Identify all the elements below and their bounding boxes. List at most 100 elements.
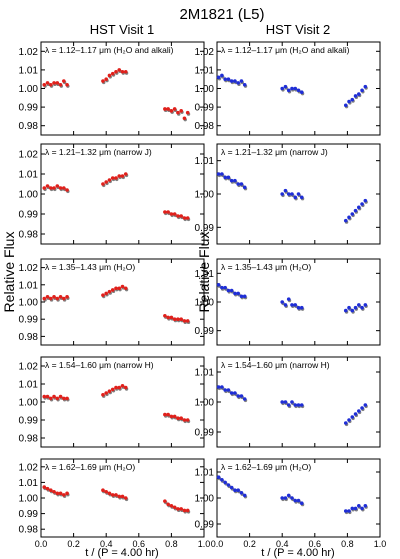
data-point [42,82,47,87]
y-tick-label: 1.02 [19,462,39,473]
data-point [52,295,56,299]
data-point [58,186,63,190]
data-point [233,391,237,395]
data-point [283,188,288,193]
x-axis-label-right: t / (P = 4.00 hr) [261,547,334,559]
data-point [236,182,240,186]
data-point [363,403,368,407]
data-point [347,418,351,422]
data-point [350,415,355,419]
data-point [120,384,125,388]
y-tick-label: 1.00 [195,398,215,409]
data-point [114,385,118,390]
data-point [296,88,301,93]
data-point [114,176,118,180]
data-point [233,291,237,296]
data-point [280,192,285,196]
data-point [52,489,56,494]
data-point [107,289,112,294]
panel-label: λ = 1.62–1.69 μm (H₂O) [45,462,135,472]
data-point [242,82,247,87]
data-point [286,403,291,407]
data-point [343,509,348,513]
data-point [353,412,358,416]
data-point [104,291,108,296]
data-point [242,294,247,299]
data-point [220,385,224,389]
x-tick-label: 0.8 [341,539,354,549]
data-point [176,317,180,322]
y-axis-label-left: Relative Flux [1,232,17,313]
data-point [220,478,224,482]
data-point [172,212,177,216]
data-point [182,216,187,220]
panel-label: λ = 1.35–1.43 μm (H₂O) [45,262,135,272]
data-point [179,416,183,421]
y-tick-label: 1.01 [19,380,39,391]
data-point [114,69,118,74]
data-point [347,215,351,220]
data-point [233,79,237,83]
data-point [45,295,50,299]
data-point [55,296,60,301]
data-point [58,82,63,87]
data-point [293,498,298,503]
y-tick-label: 1.02 [19,362,39,373]
y-tick-label: 1.01 [19,65,39,76]
y-tick-label: 1.00 [19,398,39,409]
x-tick-label: 0.0 [35,539,48,549]
data-point [65,82,69,87]
y-tick-label: 1.02 [19,263,39,274]
data-point [101,293,105,297]
data-point [176,214,180,218]
data-point [236,81,240,85]
data-point [166,210,170,214]
data-point [299,501,304,506]
data-point [45,81,50,85]
panel-8: λ = 1.54–1.60 μm (narrow H) 1.01 1.00 0.99 [195,356,381,448]
data-point [117,174,122,178]
data-point [236,394,240,398]
data-point [123,172,128,176]
data-point [229,391,234,395]
data-point [163,107,167,111]
data-point [347,99,351,104]
panel-2: λ = 1.12–1.17 μm (H₂O and alkali) 1.02 1.0… [195,41,381,136]
x-tick-label: 0.6 [309,539,322,549]
data-point [286,297,291,301]
y-tick-label: 0.99 [19,509,39,520]
data-point [110,493,115,497]
data-point [223,77,227,81]
y-tick-label: 1.01 [195,156,215,167]
y-tick-label: 1.01 [195,65,215,76]
data-point [296,498,301,503]
y-tick-label: 1.01 [195,269,215,280]
data-point [220,73,224,78]
data-point [350,212,355,216]
data-point [52,394,56,399]
panel-label: λ = 1.21–1.32 μm (narrow J) [221,147,328,157]
data-point [123,385,128,390]
data-point [223,285,227,290]
data-point [242,185,247,190]
data-point [172,317,177,322]
y-tick-label: 1.00 [195,494,215,505]
data-point [226,288,231,293]
data-point [185,216,190,220]
panel-title-visit-1: HST Visit 1 [90,22,155,37]
panel-label: λ = 1.62–1.69 μm (H₂O) [221,462,311,472]
data-point [290,86,294,91]
data-point [220,285,224,290]
panel-7: λ = 1.54–1.60 μm (narrow H) 1.02 1.01 1.00 0… [19,356,205,448]
panel-frame [216,356,381,448]
y-tick-label: 0.99 [19,315,39,326]
panel-label: λ = 1.54–1.60 μm (narrow H) [45,360,154,370]
y-tick-label: 1.02 [195,47,215,58]
x-tick-label: 1.0 [374,539,387,549]
data-point [169,315,174,320]
data-point [239,491,244,495]
data-point [293,403,298,407]
data-point [280,300,285,304]
data-point [176,416,180,421]
